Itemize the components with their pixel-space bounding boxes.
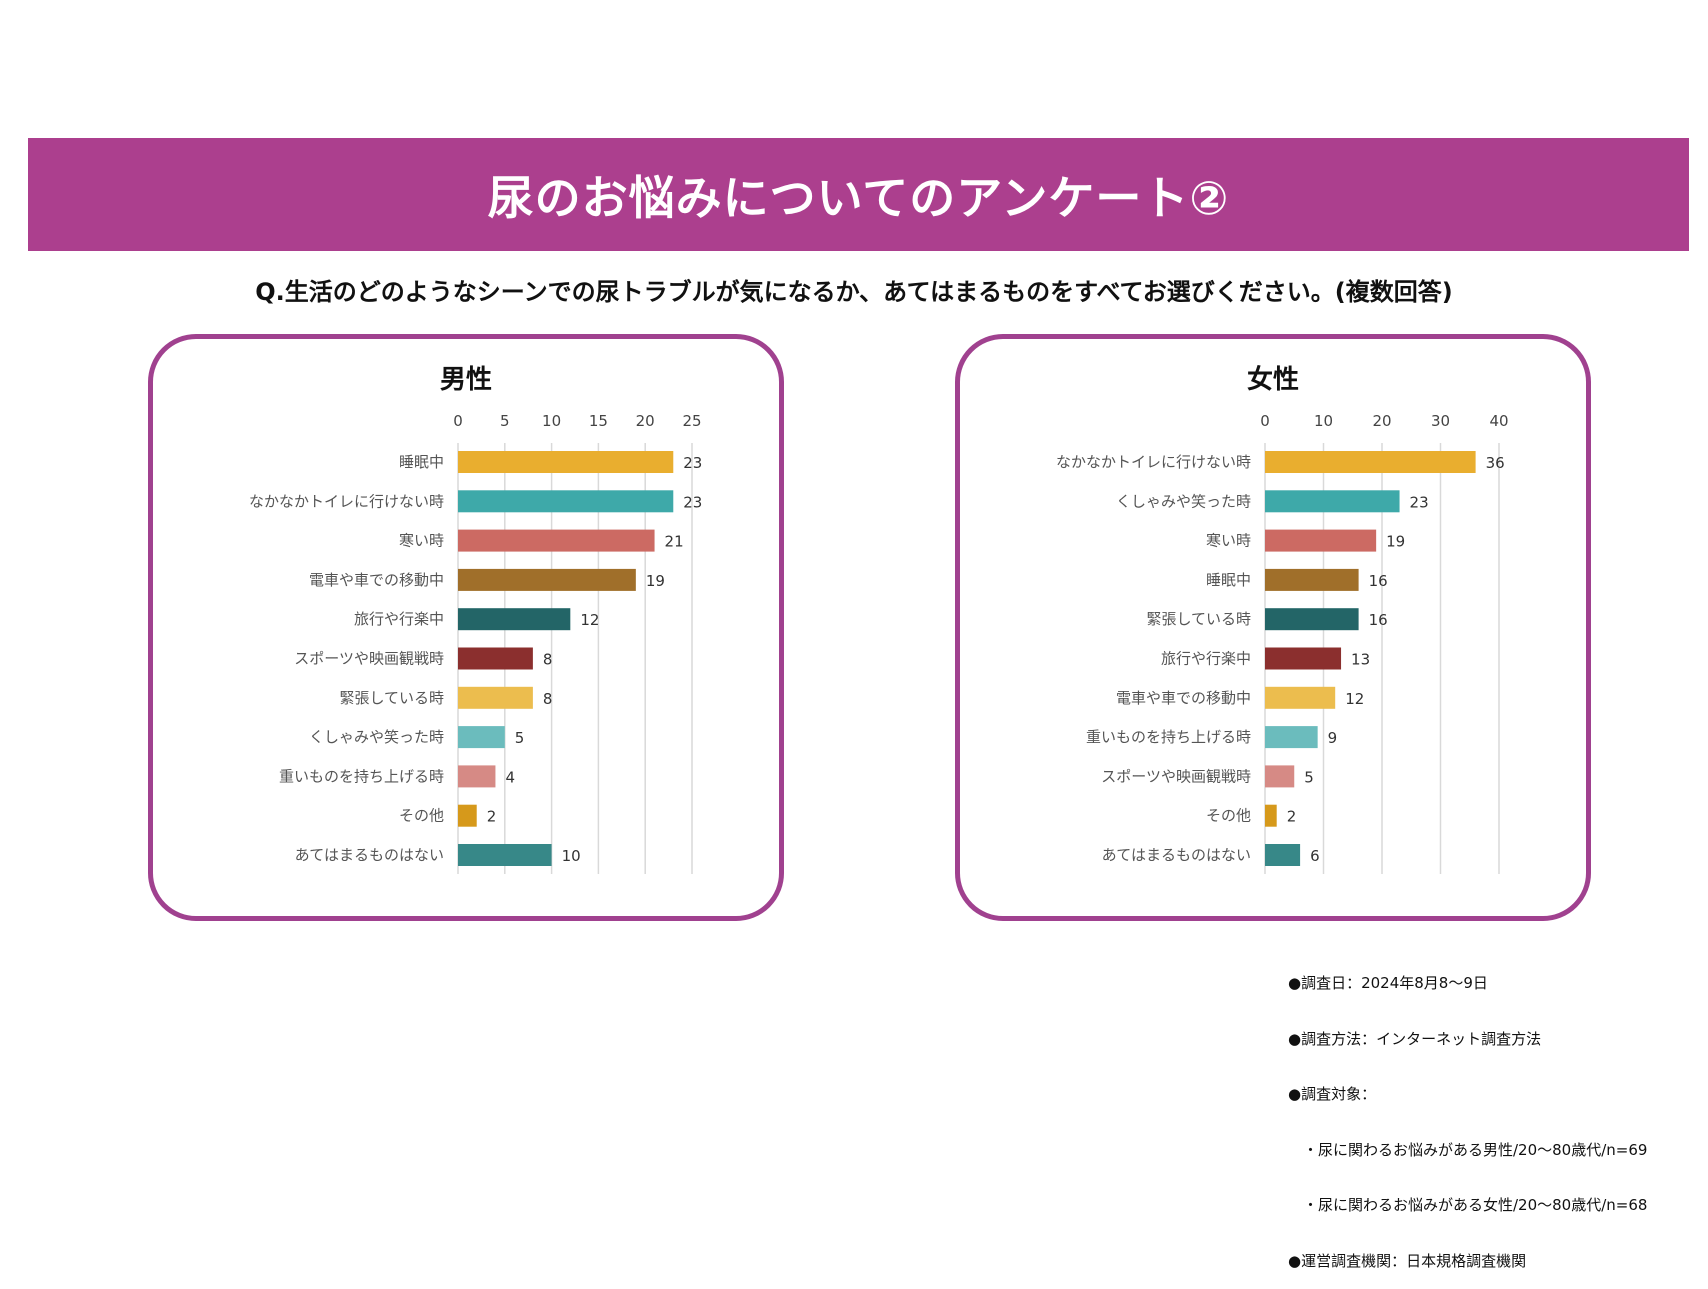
survey-question: Q.生活のどのようなシーンでの尿トラブルが気になるか、あてはまるものをすべてお選… xyxy=(255,278,1453,306)
chart-title: 男性 xyxy=(439,365,492,395)
data-label: 12 xyxy=(1345,690,1364,708)
data-label: 36 xyxy=(1486,454,1505,472)
data-label: 13 xyxy=(1351,651,1370,669)
data-label: 16 xyxy=(1369,572,1388,590)
data-label: 23 xyxy=(683,454,702,472)
category-label: 旅行や行楽中 xyxy=(354,610,444,628)
category-label: あてはまるものはない xyxy=(1102,846,1251,864)
tick-label: 30 xyxy=(1431,412,1450,430)
data-label: 19 xyxy=(1386,533,1405,551)
category-label: くしゃみや笑った時 xyxy=(1116,492,1251,510)
data-label: 2 xyxy=(1287,808,1297,826)
category-label: なかなかトイレに行けない時 xyxy=(1056,453,1251,471)
data-label: 23 xyxy=(1410,493,1429,511)
bar xyxy=(458,451,674,473)
data-label: 5 xyxy=(1304,768,1314,786)
category-label: スポーツや映画観戦時 xyxy=(1101,767,1251,785)
footnote-line: ●運営調査機関：日本規格調査機関 xyxy=(1288,1251,1527,1270)
bar xyxy=(1265,608,1359,631)
bar xyxy=(1265,726,1318,749)
bar xyxy=(458,726,505,749)
bar xyxy=(458,844,552,866)
bar xyxy=(458,529,655,552)
category-label: 寒い時 xyxy=(1206,532,1251,550)
bar xyxy=(458,765,496,788)
category-label: 電車や車での移動中 xyxy=(1116,689,1251,707)
category-label: なかなかトイレに行けない時 xyxy=(249,492,444,510)
bar xyxy=(458,608,571,631)
category-label: 電車や車での移動中 xyxy=(309,571,444,589)
data-label: 10 xyxy=(562,847,581,865)
bar xyxy=(458,490,674,513)
bar xyxy=(1265,647,1342,670)
data-label: 21 xyxy=(665,533,684,551)
data-label: 2 xyxy=(487,808,497,826)
bar xyxy=(1265,568,1359,591)
category-label: スポーツや映画観戦時 xyxy=(294,650,444,668)
chart-title: 女性 xyxy=(1246,365,1299,395)
survey-footnote: ●調査日：2024年8月8～9日 ●調査方法：インターネット調査方法 ●調査対象… xyxy=(1288,937,1647,1289)
category-label: その他 xyxy=(399,807,444,825)
data-label: 12 xyxy=(580,611,599,629)
tick-label: 0 xyxy=(453,412,463,430)
data-label: 5 xyxy=(515,729,525,747)
tick-label: 10 xyxy=(1314,412,1333,430)
tick-label: 10 xyxy=(542,412,561,430)
category-label: 緊張している時 xyxy=(339,689,444,707)
bar xyxy=(458,804,477,827)
bar xyxy=(1265,804,1277,827)
tick-label: 20 xyxy=(1372,412,1391,430)
bar xyxy=(1265,529,1377,552)
category-label: くしゃみや笑った時 xyxy=(309,728,444,746)
tick-label: 5 xyxy=(500,412,510,430)
category-label: 睡眠中 xyxy=(1206,571,1251,589)
category-label: あてはまるものはない xyxy=(295,846,444,864)
data-label: 19 xyxy=(646,572,665,590)
footnote-line: ●調査対象： xyxy=(1288,1085,1377,1103)
category-label: 睡眠中 xyxy=(399,453,444,471)
category-label: 重いものを持ち上げる時 xyxy=(279,767,444,785)
tick-label: 40 xyxy=(1489,412,1508,430)
female-chart-panel: 女性 xyxy=(955,334,1591,921)
tick-label: 0 xyxy=(1260,412,1270,430)
category-label: 寒い時 xyxy=(399,532,444,550)
category-label: 重いものを持ち上げる時 xyxy=(1086,728,1251,746)
data-label: 8 xyxy=(543,651,553,669)
category-label: 旅行や行楽中 xyxy=(1161,650,1251,668)
footnote-line: ●調査日：2024年8月8～9日 xyxy=(1288,974,1488,992)
bar xyxy=(458,686,533,709)
category-label: 緊張している時 xyxy=(1146,610,1251,628)
tick-label: 15 xyxy=(589,412,608,430)
male-chart-panel: 男性 xyxy=(148,334,784,921)
bar xyxy=(1265,490,1400,513)
bar xyxy=(1265,451,1476,473)
data-label: 6 xyxy=(1310,847,1320,865)
footnote-line: ●調査方法：インターネット調査方法 xyxy=(1288,1029,1542,1048)
bar xyxy=(1265,765,1295,788)
bar xyxy=(1265,686,1336,709)
bar xyxy=(458,647,533,670)
data-label: 4 xyxy=(505,768,515,786)
footnote-line: ・尿に関わるお悩みがある女性/20～80歳代/n=68 xyxy=(1288,1196,1648,1214)
footnote-line: ・尿に関わるお悩みがある男性/20～80歳代/n=69 xyxy=(1288,1140,1648,1159)
title-banner: 尿のお悩みについてのアンケート② xyxy=(28,138,1689,251)
tick-label: 25 xyxy=(682,412,701,430)
data-label: 9 xyxy=(1328,729,1338,747)
data-label: 8 xyxy=(543,690,553,708)
data-label: 16 xyxy=(1369,611,1388,629)
bar xyxy=(1265,844,1301,866)
bar xyxy=(458,568,636,591)
category-label: その他 xyxy=(1206,807,1251,825)
data-label: 23 xyxy=(683,493,702,511)
page-title: 尿のお悩みについてのアンケート② xyxy=(487,170,1230,225)
tick-label: 20 xyxy=(636,412,655,430)
